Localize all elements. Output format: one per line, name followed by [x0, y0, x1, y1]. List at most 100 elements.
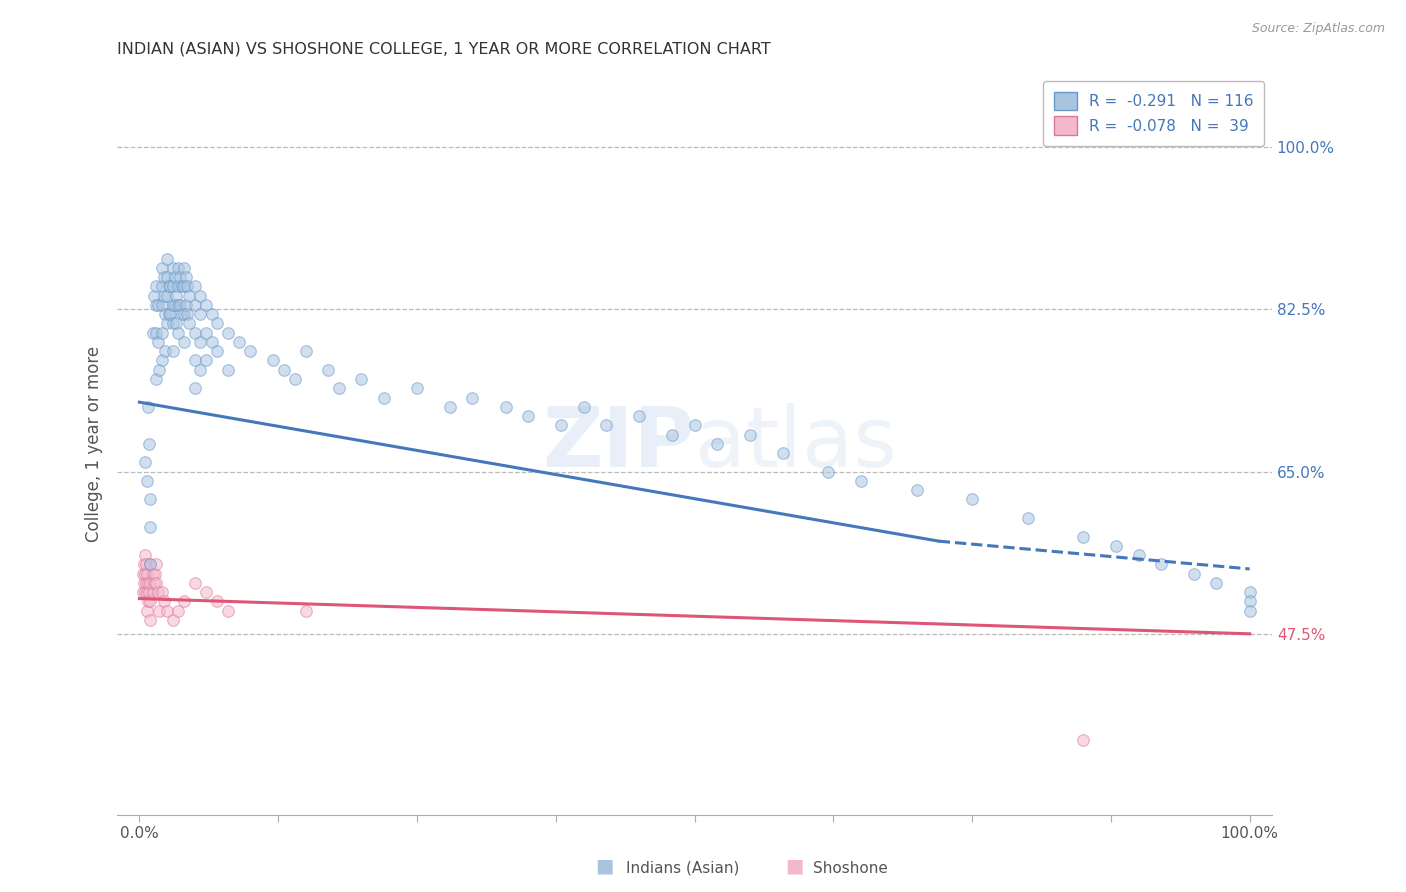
Point — [150, 353, 173, 368]
Point — [134, 455, 156, 469]
Point — [159, 279, 181, 293]
Point — [169, 298, 191, 312]
Point — [163, 298, 186, 312]
Point — [153, 288, 176, 302]
Point — [167, 260, 190, 275]
Point — [174, 298, 197, 312]
Point — [1071, 529, 1094, 543]
Point — [139, 520, 162, 534]
Point — [148, 334, 170, 349]
Point — [150, 298, 173, 312]
Point — [156, 604, 179, 618]
Point — [167, 604, 190, 618]
Point — [153, 344, 176, 359]
Point — [170, 279, 193, 293]
Point — [162, 298, 184, 312]
Point — [572, 400, 595, 414]
Point — [159, 307, 181, 321]
Point — [148, 298, 170, 312]
Point — [661, 427, 683, 442]
Point — [176, 307, 198, 321]
Point — [173, 279, 195, 293]
Point — [772, 446, 794, 460]
Point — [190, 307, 212, 321]
Point — [142, 575, 165, 590]
Point — [184, 279, 207, 293]
Point — [156, 252, 179, 266]
Point — [139, 575, 162, 590]
Point — [373, 391, 395, 405]
Point — [142, 326, 165, 340]
Point — [145, 372, 167, 386]
Y-axis label: College, 1 year or more: College, 1 year or more — [86, 346, 103, 542]
Point — [173, 307, 195, 321]
Point — [162, 279, 184, 293]
Point — [135, 558, 157, 572]
Point — [217, 604, 239, 618]
Point — [139, 594, 162, 608]
Point — [200, 307, 222, 321]
Point — [142, 566, 165, 581]
Point — [195, 585, 218, 599]
Point — [145, 326, 167, 340]
Point — [173, 334, 195, 349]
Point — [1239, 585, 1261, 599]
Point — [316, 362, 339, 376]
Text: Shoshone: Shoshone — [813, 861, 887, 876]
Point — [132, 575, 155, 590]
Point — [153, 270, 176, 285]
Point — [170, 307, 193, 321]
Point — [156, 288, 179, 302]
Point — [167, 298, 190, 312]
Point — [1239, 594, 1261, 608]
Point — [495, 400, 517, 414]
Point — [706, 437, 728, 451]
Point — [134, 585, 156, 599]
Point — [628, 409, 651, 423]
Point — [184, 326, 207, 340]
Point — [817, 465, 839, 479]
Point — [217, 326, 239, 340]
Point — [190, 334, 212, 349]
Point — [179, 288, 201, 302]
Point — [295, 604, 318, 618]
Point — [195, 298, 218, 312]
Point — [738, 427, 761, 442]
Point — [150, 279, 173, 293]
Point — [157, 279, 180, 293]
Point — [173, 260, 195, 275]
Point — [145, 279, 167, 293]
Point — [136, 604, 159, 618]
Point — [295, 344, 318, 359]
Text: Source: ZipAtlas.com: Source: ZipAtlas.com — [1251, 22, 1385, 36]
Point — [1105, 539, 1128, 553]
Text: atlas: atlas — [695, 403, 896, 484]
Point — [167, 279, 190, 293]
Point — [350, 372, 373, 386]
Point — [184, 298, 207, 312]
Point — [683, 418, 706, 433]
Point — [150, 260, 173, 275]
Point — [205, 317, 228, 331]
Point — [328, 381, 350, 395]
Point — [195, 353, 218, 368]
Point — [150, 585, 173, 599]
Point — [139, 558, 162, 572]
Point — [205, 344, 228, 359]
Point — [153, 594, 176, 608]
Text: ZIP: ZIP — [543, 403, 695, 484]
Point — [139, 492, 162, 507]
Point — [550, 418, 572, 433]
Point — [174, 270, 197, 285]
Point — [136, 474, 159, 488]
Point — [595, 418, 617, 433]
Text: ■: ■ — [595, 857, 614, 876]
Point — [195, 326, 218, 340]
Point — [134, 566, 156, 581]
Point — [162, 613, 184, 627]
Point — [173, 594, 195, 608]
Point — [165, 288, 187, 302]
Point — [153, 307, 176, 321]
Point — [1205, 575, 1227, 590]
Point — [143, 566, 166, 581]
